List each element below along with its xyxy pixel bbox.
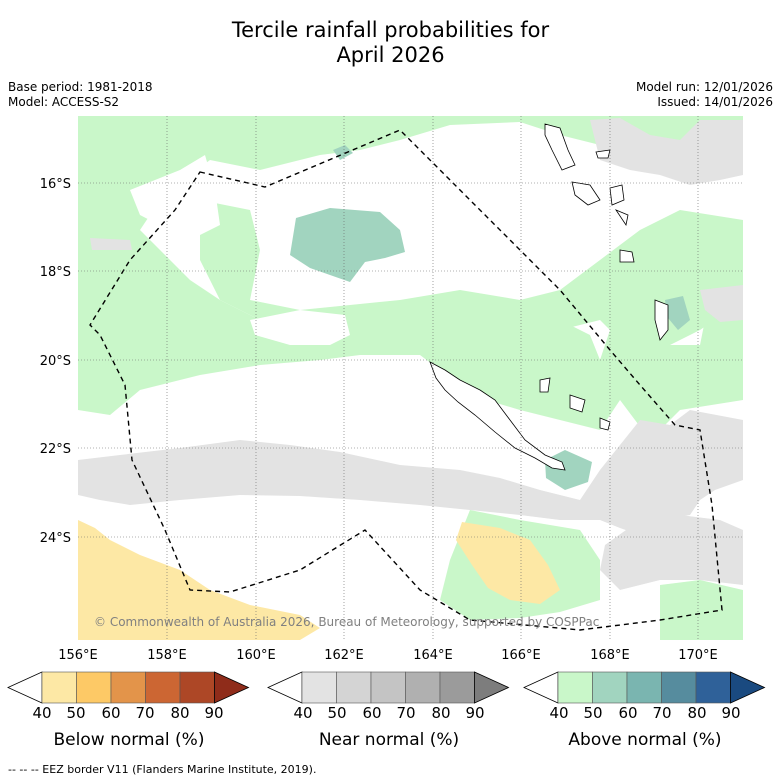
lon-label: 158°E <box>147 648 187 663</box>
cbar-tick: 40 <box>32 704 52 722</box>
colorbar-segment <box>41 671 77 704</box>
colorbar-segment <box>661 671 697 704</box>
colorbar-below-normal <box>7 671 250 704</box>
meta-left: Base period: 1981-2018 Model: ACCESS-S2 <box>8 80 153 110</box>
colorbar-segment <box>695 671 731 704</box>
cbar-tick: 50 <box>66 704 86 722</box>
map-area: © Commonwealth of Australia 2026, Bureau… <box>78 116 743 640</box>
chart-title: Tercile rainfall probabilities for April… <box>0 18 781 68</box>
cbar-tick: 70 <box>652 704 672 722</box>
cbar-tick: 80 <box>170 704 190 722</box>
lon-labels: 156°E 158°E 160°E 162°E 164°E 166°E 168°… <box>58 648 718 663</box>
colorbar-segment <box>626 671 662 704</box>
near-normal-bar-west <box>90 238 132 250</box>
lon-label: 164°E <box>413 648 453 663</box>
model-name: Model: ACCESS-S2 <box>8 95 120 109</box>
cbar-tick: 60 <box>362 704 382 722</box>
near-normal-region-se <box>600 515 743 590</box>
colorbar-extend-low <box>7 671 43 704</box>
lat-labels: 16°S 18°S 20°S 22°S 24°S <box>40 177 71 546</box>
colorbar-label-above: Above normal (%) <box>568 730 722 750</box>
colorbar-segment <box>76 671 112 704</box>
white-patch-west <box>130 155 220 235</box>
colorbar-segment <box>592 671 628 704</box>
footer-eez-credit: -- -- -- EEZ border V11 (Flanders Marine… <box>8 763 317 776</box>
colorbar-segment <box>405 671 441 704</box>
colorbar-segment <box>301 671 337 704</box>
colorbar-above-normal <box>523 671 766 704</box>
lon-label: 160°E <box>236 648 276 663</box>
cbar-tick: 80 <box>687 704 707 722</box>
cbar-tick: 40 <box>293 704 313 722</box>
lat-label: 18°S <box>40 265 71 280</box>
lat-label: 24°S <box>40 531 71 546</box>
cbar-tick: 90 <box>721 704 741 722</box>
below-normal-region-sw <box>78 520 320 640</box>
below-normal-region-south-center <box>456 522 560 604</box>
colorbar-extend-high <box>730 671 766 704</box>
cbar-tick: 50 <box>583 704 603 722</box>
vanuatu-islands <box>544 123 669 341</box>
lon-label: 162°E <box>324 648 364 663</box>
title-line-2: April 2026 <box>336 43 445 67</box>
colorbar-extend-low <box>267 671 303 704</box>
loyalty-islands <box>539 377 611 431</box>
colorbar-extend-low <box>523 671 559 704</box>
near-normal-region-south <box>78 410 743 535</box>
issued-date: Issued: 14/01/2026 <box>657 95 773 109</box>
colorbar-near-normal <box>267 671 510 704</box>
colorbar-segment <box>336 671 372 704</box>
cbar-tick: 90 <box>465 704 485 722</box>
lon-label: 156°E <box>58 648 98 663</box>
cbar-tick: 50 <box>327 704 347 722</box>
above-normal-region-central <box>200 200 743 350</box>
cbar-tick: 80 <box>431 704 451 722</box>
lon-label: 170°E <box>678 648 718 663</box>
copyright-text: © Commonwealth of Australia 2026, Bureau… <box>94 615 599 629</box>
above-normal-60-blob-east <box>665 296 690 330</box>
colorbar-segment <box>145 671 181 704</box>
near-normal-region-ne <box>700 285 743 322</box>
cbar-tick: 40 <box>549 704 569 722</box>
lat-label: 20°S <box>40 354 71 369</box>
colorbar-segment <box>110 671 146 704</box>
lat-label: 22°S <box>40 442 71 457</box>
colorbar-label-near: Near normal (%) <box>318 730 460 750</box>
colorbar-extend-high <box>214 671 250 704</box>
title-line-1: Tercile rainfall probabilities for <box>231 18 550 42</box>
cbar-tick: 60 <box>618 704 638 722</box>
gridlines <box>78 116 743 640</box>
colorbar-segment <box>439 671 475 704</box>
above-normal-60-blob-central <box>290 208 405 282</box>
above-normal-region-se <box>660 580 743 640</box>
cbar-tick: 70 <box>135 704 155 722</box>
colorbar-extend-high <box>474 671 510 704</box>
new-caledonia-island <box>429 361 566 471</box>
lat-label: 16°S <box>40 177 71 192</box>
lon-label: 166°E <box>501 648 541 663</box>
cbar-tick: 60 <box>101 704 121 722</box>
cbar-tick: 90 <box>204 704 224 722</box>
white-patch-center <box>250 310 350 345</box>
meta-right: Model run: 12/01/2026 Issued: 14/01/2026 <box>636 80 773 110</box>
above-normal-region-north <box>78 116 743 440</box>
colorbar-segment <box>557 671 593 704</box>
lon-label: 168°E <box>590 648 630 663</box>
near-normal-region-east <box>590 118 743 185</box>
colorbar-segment <box>179 671 215 704</box>
colorbar-label-below: Below normal (%) <box>53 730 205 750</box>
colorbar-segment <box>370 671 406 704</box>
base-period: Base period: 1981-2018 <box>8 80 153 94</box>
model-run: Model run: 12/01/2026 <box>635 80 773 94</box>
cbar-tick: 70 <box>396 704 416 722</box>
